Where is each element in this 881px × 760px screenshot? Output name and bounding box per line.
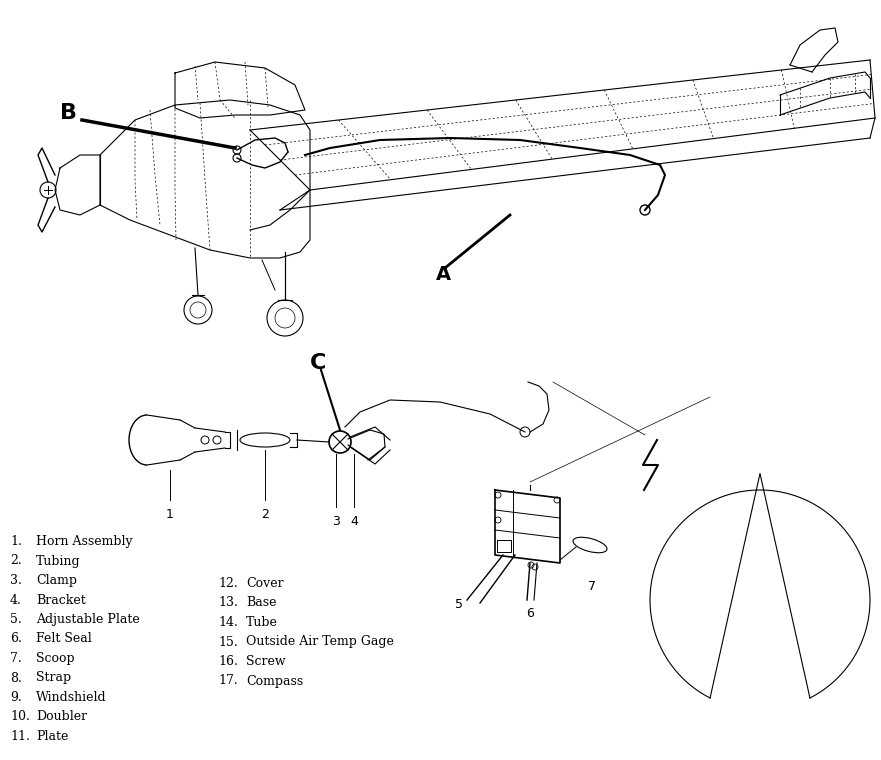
Text: C: C <box>310 353 326 373</box>
Text: Clamp: Clamp <box>36 574 77 587</box>
Text: 8.: 8. <box>10 672 22 685</box>
Text: 7.: 7. <box>10 652 22 665</box>
Text: A: A <box>435 265 450 284</box>
Text: Cover: Cover <box>246 577 284 590</box>
Text: Horn Assembly: Horn Assembly <box>36 535 133 548</box>
Text: Outside Air Temp Gage: Outside Air Temp Gage <box>246 635 394 648</box>
Text: B: B <box>60 103 77 123</box>
Text: Compass: Compass <box>246 675 303 688</box>
Text: 5.: 5. <box>10 613 22 626</box>
Text: 1.: 1. <box>10 535 22 548</box>
Text: Doubler: Doubler <box>36 711 87 724</box>
Text: 14.: 14. <box>218 616 238 629</box>
Text: Screw: Screw <box>246 655 285 668</box>
Text: Base: Base <box>246 597 277 610</box>
Text: 6.: 6. <box>10 632 22 645</box>
Text: 15.: 15. <box>218 635 238 648</box>
Text: 1: 1 <box>166 508 174 521</box>
Text: 11.: 11. <box>10 730 30 743</box>
Text: 4: 4 <box>350 515 358 528</box>
Text: Tubing: Tubing <box>36 555 81 568</box>
Text: 2: 2 <box>261 508 269 521</box>
Text: 16.: 16. <box>218 655 238 668</box>
Text: 12.: 12. <box>218 577 238 590</box>
Text: Strap: Strap <box>36 672 71 685</box>
Text: 2.: 2. <box>10 555 22 568</box>
Text: 3.: 3. <box>10 574 22 587</box>
Text: Scoop: Scoop <box>36 652 75 665</box>
Ellipse shape <box>240 433 290 447</box>
Text: 9.: 9. <box>10 691 22 704</box>
Text: 17.: 17. <box>218 675 238 688</box>
Text: 5: 5 <box>455 599 463 612</box>
Text: 4.: 4. <box>10 594 22 606</box>
Text: Plate: Plate <box>36 730 69 743</box>
Ellipse shape <box>573 537 607 553</box>
Text: 3: 3 <box>332 515 340 528</box>
Text: 13.: 13. <box>218 597 238 610</box>
Text: Adjustable Plate: Adjustable Plate <box>36 613 140 626</box>
Text: 6: 6 <box>526 607 534 620</box>
Text: 10.: 10. <box>10 711 30 724</box>
Text: Windshield: Windshield <box>36 691 107 704</box>
Text: Bracket: Bracket <box>36 594 85 606</box>
Text: Felt Seal: Felt Seal <box>36 632 92 645</box>
Text: Tube: Tube <box>246 616 278 629</box>
Text: 7: 7 <box>588 580 596 593</box>
